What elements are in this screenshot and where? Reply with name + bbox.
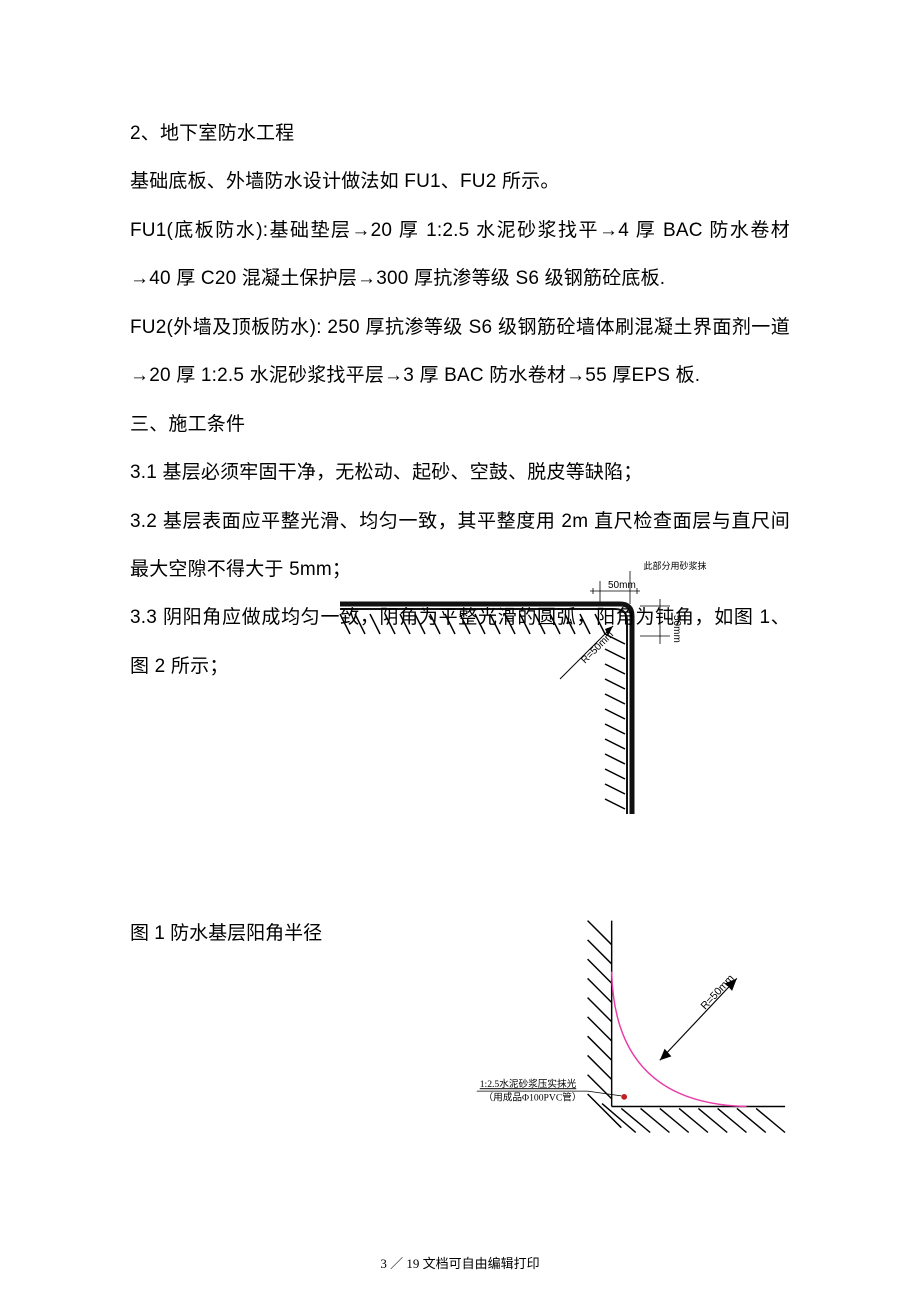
paragraph: 3.3 阴阳角应做成均匀一致，阴角为平整光滑的圆弧，阳角为钝角，如图 1、图 2… <box>130 594 790 691</box>
paragraph: 三、施工条件 <box>130 401 790 449</box>
paragraph: FU1(底板防水):基础垫层→20 厚 1:2.5 水泥砂浆找平→4 厚 BAC… <box>130 207 790 304</box>
document-page: 2、地下室防水工程 基础底板、外墙防水设计做法如 FU1、FU2 所示。 FU1… <box>0 0 920 1302</box>
paragraph: 2、地下室防水工程 <box>130 110 790 158</box>
figure-1-wrap: 3.3 阴阳角应做成均匀一致，阴角为平整光滑的圆弧，阳角为钝角，如图 1、图 2… <box>130 594 790 1171</box>
figure-1-caption: 图 1 防水基层阳角半径 <box>130 921 322 948</box>
fig2-label-top: 1:2.5水泥砂浆压实抹光 <box>480 1078 577 1090</box>
paragraph: 3.1 基层必须牢固干净，无松动、起砂、空鼓、脱皮等缺陷； <box>130 449 790 497</box>
fig2-dot <box>621 1094 627 1100</box>
fig2-hatch-wall <box>588 921 612 1099</box>
page-footer: 3 ／ 19 文档可自由编辑打印 <box>0 1253 920 1272</box>
fig2-hatch-floor <box>588 1094 785 1133</box>
paragraph: 基础底板、外墙防水设计做法如 FU1、FU2 所示。 <box>130 158 790 206</box>
fig2-label-bot: （用成品Φ100PVC管） <box>484 1092 582 1104</box>
paragraph: FU2(外墙及顶板防水): 250 厚抗渗等级 S6 级钢筋砼墙体刷混凝土界面剂… <box>130 304 790 401</box>
fig2-radius-label: R=50mm <box>699 973 737 1013</box>
paragraph: 3.2 基层表面应平整光滑、均匀一致，其平整度用 2m 直尺检查面层与直尺间最大… <box>130 498 790 595</box>
figure-2-diagram: R=50mm 1:2.5水泥砂浆压实抹光 （用成品Φ100PVC管） <box>472 911 790 1171</box>
